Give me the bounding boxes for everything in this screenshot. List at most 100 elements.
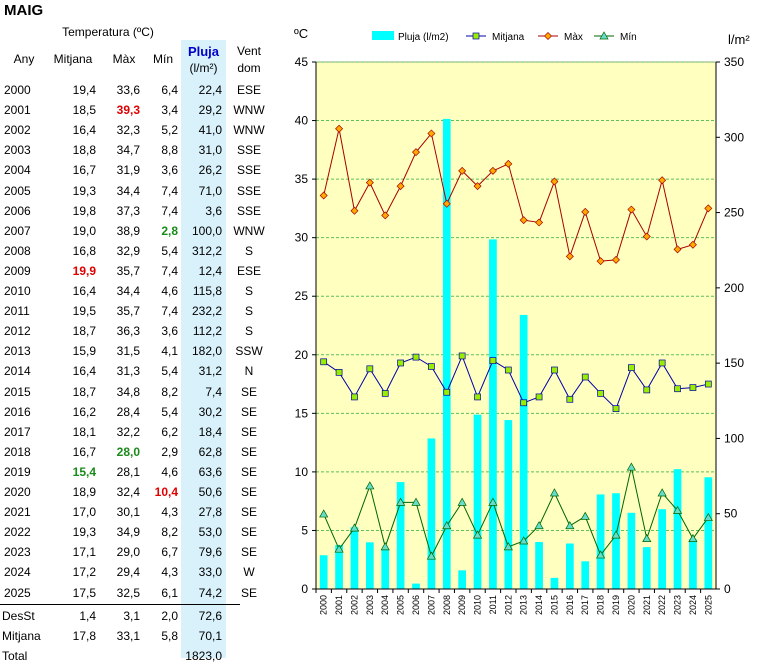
cell-pluja: 312,2 [191,243,222,258]
x-tick-label: 2005 [396,595,406,615]
cell-any: 2022 [4,525,31,540]
cell-max: 28,4 [116,404,140,419]
cell-max: 32,9 [116,243,140,258]
summary-separator [0,603,240,605]
cell-vent: S [244,284,253,298]
summary-mitjana: 17,8 [72,628,96,643]
x-axis: 2000 2001 2002 2003 2004 2005 2006 2007 2008 2009… [315,588,716,615]
cell-mitjana: 18,5 [72,103,96,118]
cell-vent: SE [240,485,257,499]
cell-max: 28,1 [116,464,140,479]
series-point [597,390,604,397]
cell-mitjana: 19,0 [72,223,96,238]
y-left-tick-label: 15 [295,406,309,420]
cell-pluja: 71,0 [198,183,222,198]
cell-any: 2010 [4,284,31,298]
series-line [323,354,709,410]
header-pluja: Pluja [187,44,220,59]
cell-any: 2025 [4,585,31,600]
x-tick-label: 2006 [411,595,421,615]
summary-pluja: 70,1 [198,628,222,643]
cell-min: 6,1 [161,585,178,600]
cell-vent: W [243,565,255,580]
cell-any: 2024 [4,565,31,580]
series-point [550,177,559,186]
cell-any: 2017 [4,424,31,439]
y-left-tick-label: 35 [295,172,309,186]
cell-vent: SSE [236,163,261,178]
cell-vent: SE [240,585,257,600]
cell-pluja: 31,0 [198,143,222,158]
cell-max: 36,3 [116,324,140,339]
series-point [688,533,698,542]
cell-mitjana: 16,4 [72,364,96,379]
cell-any: 2012 [4,324,31,339]
header-vent-dom: dom [237,61,261,75]
cell-max: 39,3 [116,103,140,118]
pluja-bar [412,583,420,589]
series-point [365,481,375,490]
series-point [381,211,390,220]
cell-vent: WNW [233,123,265,138]
cell-min: 6,7 [161,545,178,560]
x-tick-label: 2018 [596,595,606,615]
series-point [472,530,483,539]
cell-mitjana: 16,7 [72,163,96,178]
pluja-bar [550,577,559,589]
cell-pluja: 63,6 [198,464,222,479]
cell-mitjana: 16,2 [72,404,96,419]
summary-pluja: 72,6 [198,608,222,623]
cell-min: 5,4 [161,243,178,258]
series-point [504,159,513,168]
plot-area [315,61,717,590]
pluja-bar [689,539,697,589]
summary-min: 2,0 [161,608,178,623]
cell-mitjana: 16,7 [72,444,96,459]
series-point [381,390,389,397]
temperature-group-header: Temperatura (ºC) [62,25,154,39]
series-point [581,373,589,381]
cell-any: 2014 [4,364,31,379]
cell-pluja: 7,4 [205,384,222,399]
pluja-bar [489,239,497,589]
cell-mitjana: 17,0 [72,505,96,520]
series-point [474,393,481,401]
cell-min: 6,4 [161,83,178,97]
series-point [412,353,420,361]
series-point [566,395,574,403]
cell-min: 4,6 [161,284,178,298]
cell-vent: S [244,324,253,339]
summary-label: Mitjana [2,628,41,643]
series-point [428,363,435,370]
cell-vent: SSW [235,344,263,359]
gridlines [316,61,716,531]
cell-any: 2023 [4,545,31,560]
cell-vent: SSE [236,183,261,198]
cell-max: 31,5 [116,344,140,359]
cell-pluja: 18,4 [198,424,222,439]
series-point [396,182,405,191]
summary-label: DesSt [2,608,35,623]
cell-pluja: 29,2 [198,103,222,118]
header-any: Any [13,52,35,66]
pluja-bar [458,570,466,589]
series-point [335,124,344,133]
cell-min: 2,9 [161,444,178,459]
cell-min: 5,4 [161,364,178,379]
x-tick-label: 2000 [319,595,329,615]
cell-max: 32,4 [116,485,140,499]
series-point [704,204,713,213]
x-tick-label: 2004 [380,595,390,615]
series-point [319,509,329,518]
cell-max: 28,0 [116,444,140,459]
pluja-bar [473,414,482,589]
series-point [442,199,451,208]
pluja-bar [350,527,359,589]
series-point [457,497,467,506]
cell-max: 29,4 [116,565,140,580]
cell-min: 6,2 [161,424,178,439]
legend-swatch [372,31,394,40]
series-point [642,533,652,542]
cell-any: 2006 [4,203,31,218]
